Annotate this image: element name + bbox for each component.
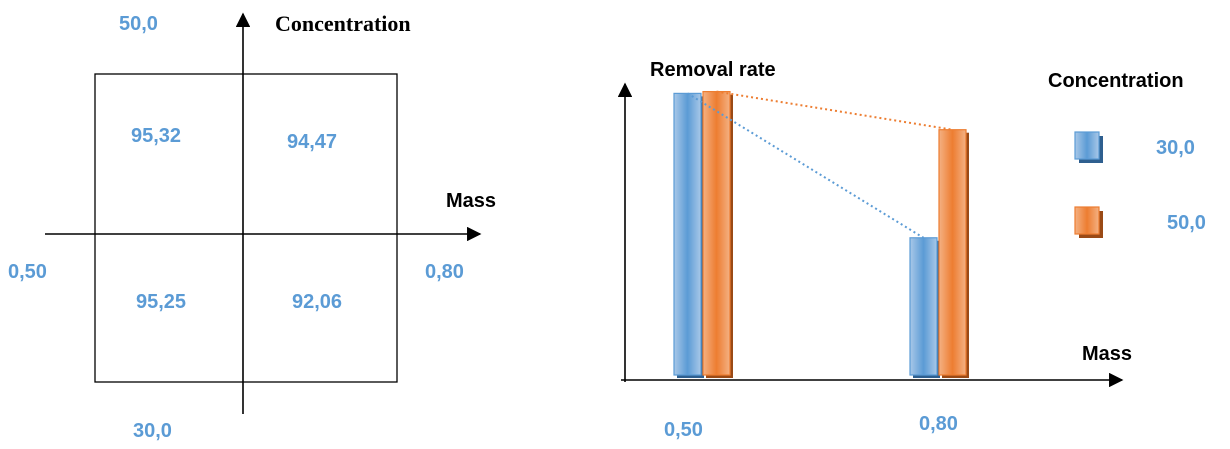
trend-lines bbox=[686, 90, 953, 239]
bar-0-1 bbox=[909, 237, 938, 376]
mass-axis-title: Mass bbox=[446, 190, 496, 212]
legend-title: Concentration bbox=[1048, 70, 1184, 92]
concentration-high-label: 50,0 bbox=[119, 13, 158, 35]
trend-line-0 bbox=[686, 92, 925, 239]
cell-value-top-left: 95,32 bbox=[131, 125, 181, 147]
legend-swatch-0 bbox=[1074, 131, 1100, 160]
x-tick-label-0: 0,50 bbox=[664, 419, 703, 441]
mass-high-label: 0,80 bbox=[425, 261, 464, 283]
trend-line-1 bbox=[716, 90, 953, 131]
x-axis-title: Mass bbox=[1082, 343, 1132, 365]
legend-label-1: 50,0 bbox=[1167, 212, 1206, 234]
mass-low-label: 0,50 bbox=[8, 261, 47, 283]
bar-1-1 bbox=[938, 129, 967, 376]
x-tick-label-1: 0,80 bbox=[919, 413, 958, 435]
bar-1-0 bbox=[702, 90, 731, 376]
design-square-panel: Concentration Mass 50,0 30,0 0,50 0,80 9… bbox=[8, 11, 496, 442]
concentration-axis-title: Concentration bbox=[275, 11, 411, 36]
legend-swatch-1 bbox=[1074, 206, 1100, 235]
legend-label-0: 30,0 bbox=[1156, 137, 1195, 159]
bar-0-0 bbox=[673, 92, 702, 376]
cell-value-top-right: 94,47 bbox=[287, 131, 337, 153]
bars bbox=[673, 90, 969, 379]
bar-chart-panel: Removal rate Mass 0,50 0,80 Concentratio… bbox=[617, 59, 1206, 441]
legend: Concentration 30,0 50,0 bbox=[1048, 70, 1206, 238]
y-axis-title: Removal rate bbox=[650, 59, 776, 81]
concentration-low-label: 30,0 bbox=[133, 420, 172, 442]
cell-value-bottom-left: 95,25 bbox=[136, 291, 186, 313]
design-square-frame bbox=[94, 73, 398, 383]
legend-items: 30,0 50,0 bbox=[1074, 131, 1206, 238]
cell-value-bottom-right: 92,06 bbox=[292, 291, 342, 313]
